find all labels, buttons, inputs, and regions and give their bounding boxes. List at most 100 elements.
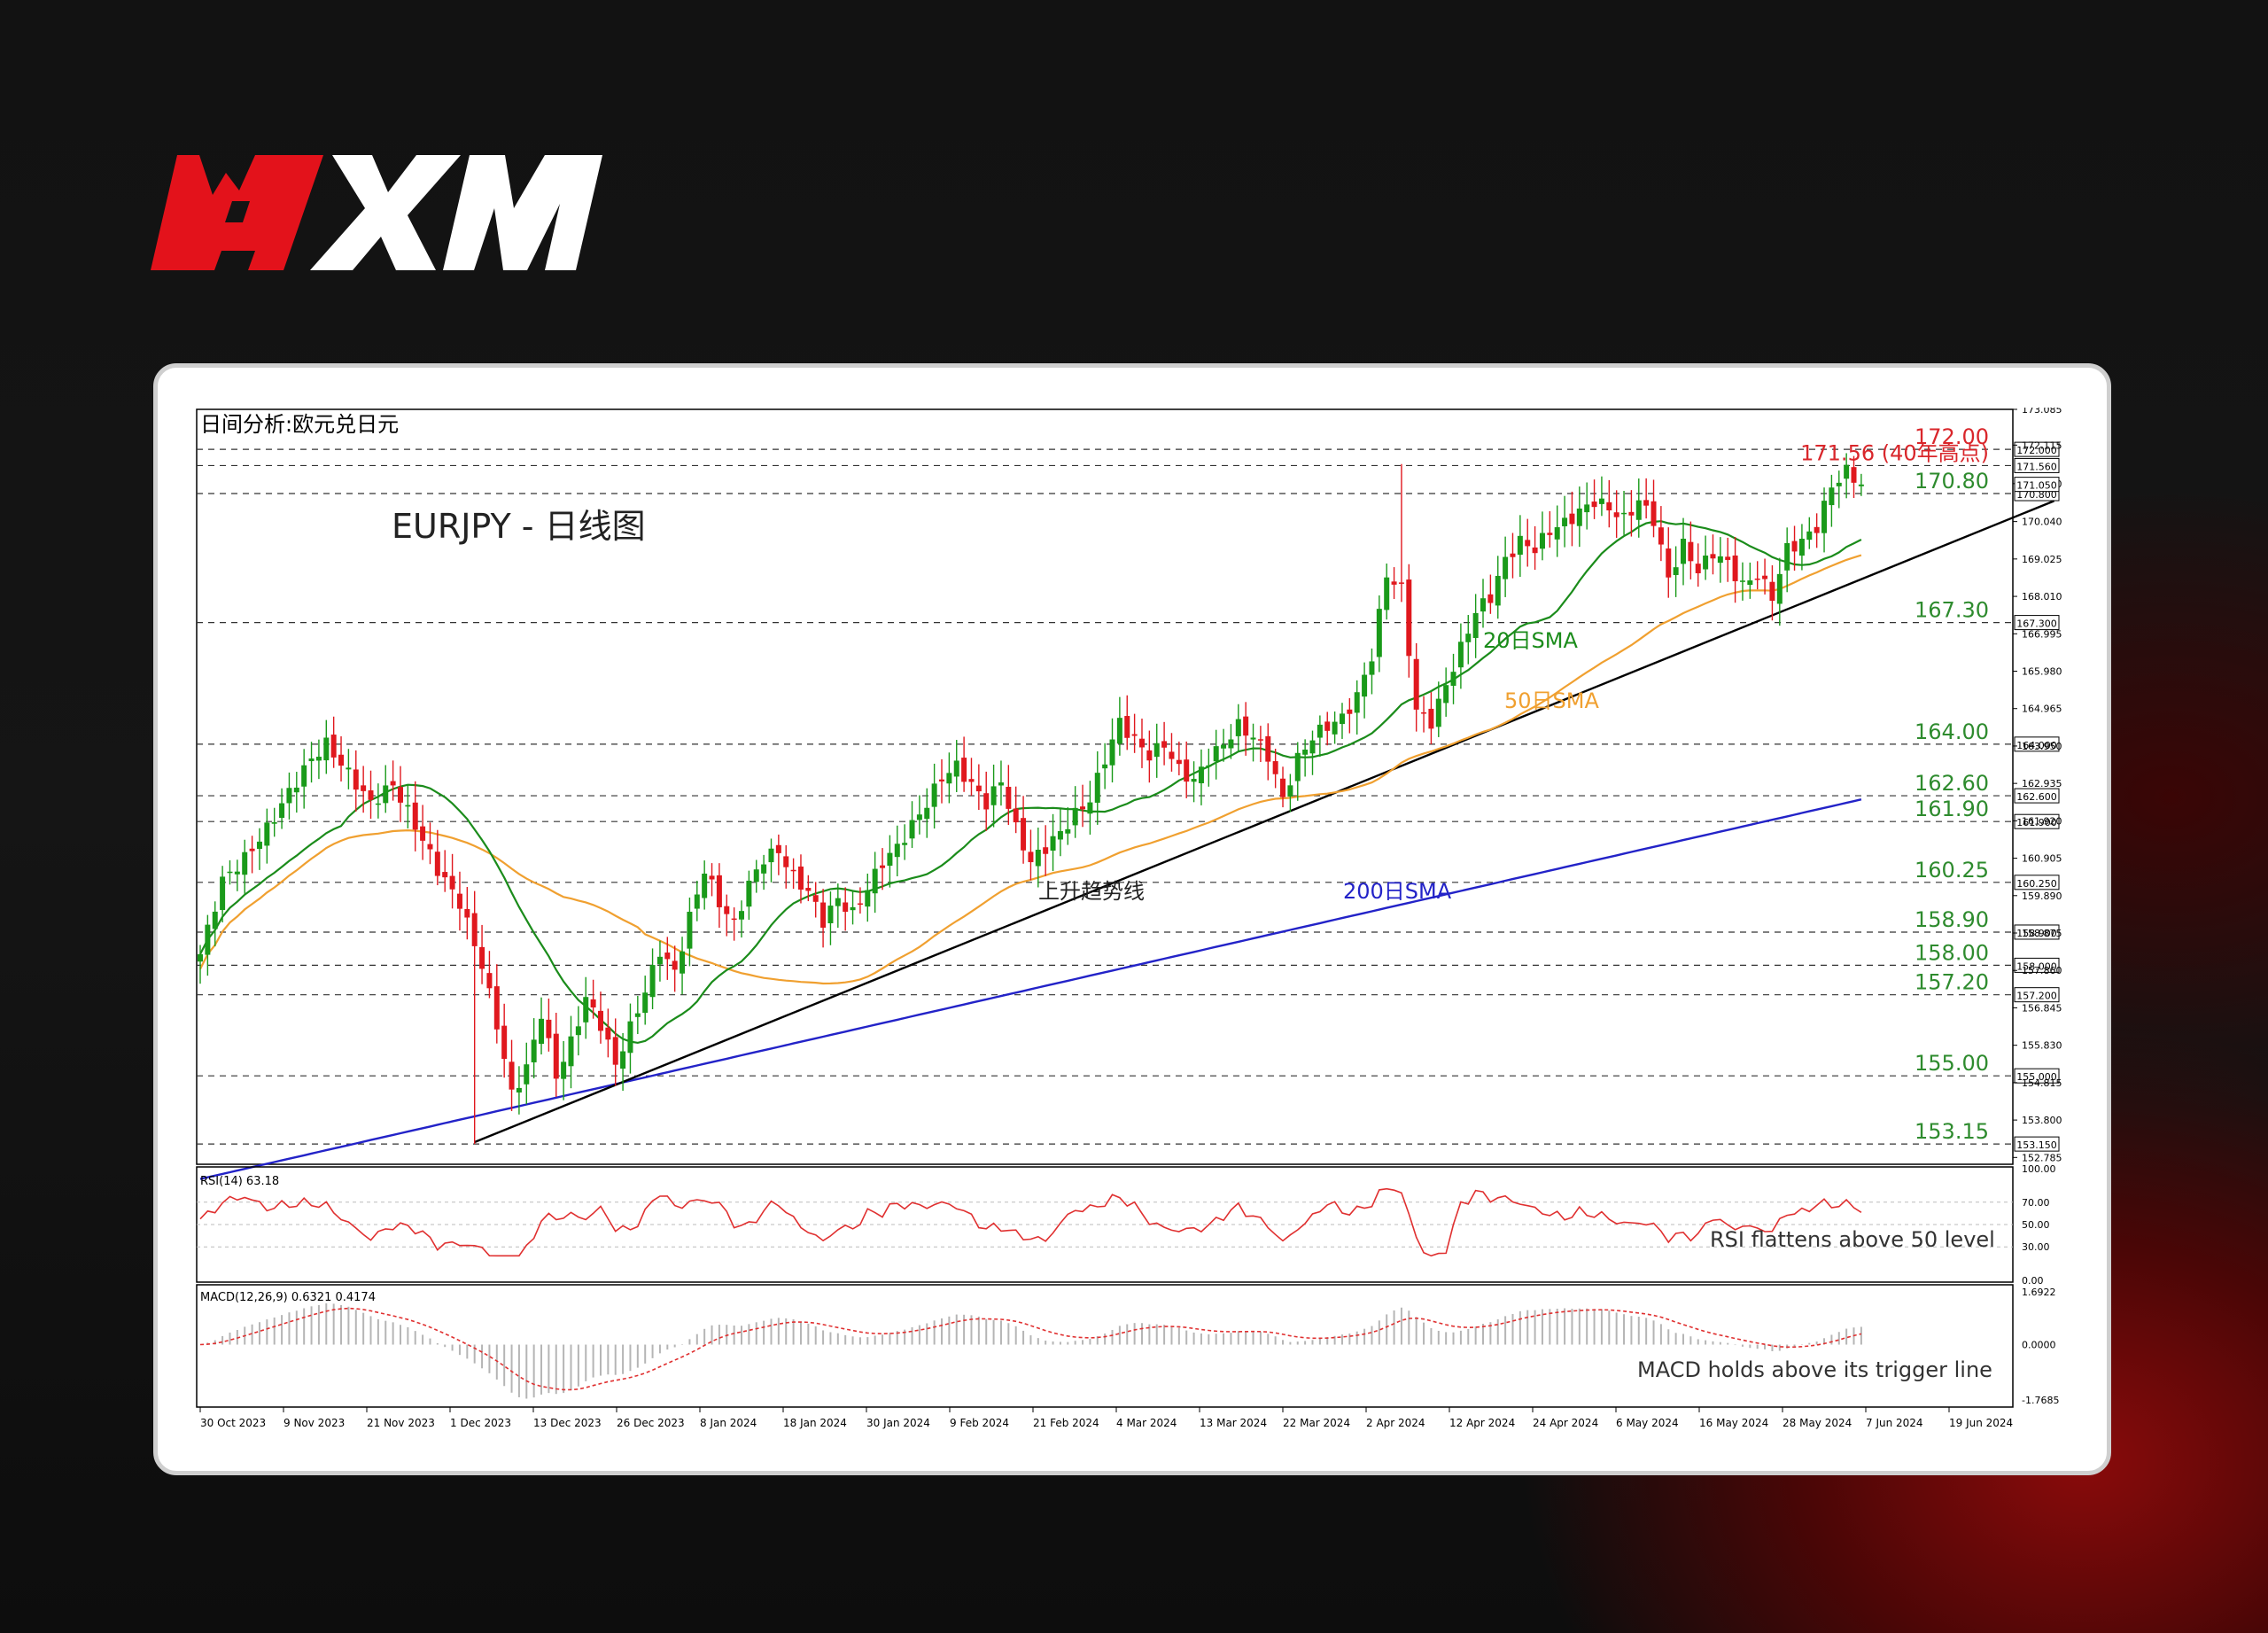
candle-body: [1287, 785, 1293, 797]
x-tick-label: 30 Oct 2023: [200, 1417, 266, 1429]
y-tick-label: 165.980: [2022, 666, 2062, 678]
candle-body: [1391, 581, 1397, 585]
candle-body: [998, 782, 1004, 786]
candle-body: [694, 894, 700, 909]
candle-body: [605, 1027, 611, 1040]
trendline-label: 上升趋势线: [1038, 879, 1145, 904]
candle-body: [1021, 818, 1027, 851]
level-label: 158.90: [1915, 907, 1989, 932]
candle-body: [1146, 750, 1153, 761]
candle-body: [1814, 526, 1820, 533]
y-tick-label: 157.860: [2022, 965, 2062, 976]
candle-body: [383, 785, 389, 804]
candle-body: [1324, 721, 1331, 731]
candle-body: [1643, 500, 1650, 506]
level-price-box: [2014, 987, 2060, 1003]
level-price-box: [2014, 441, 2060, 457]
candle-body: [1280, 778, 1286, 797]
candle-body: [634, 1013, 641, 1017]
rsi-axis-label: 70.00: [2022, 1197, 2050, 1209]
candle-body: [1651, 501, 1657, 526]
candle-body: [561, 1061, 567, 1079]
window-title: 日间分析:欧元兑日元: [200, 412, 399, 437]
candle-body: [516, 1087, 522, 1093]
candle-body: [553, 1033, 559, 1079]
level-price-box-text: 162.600: [2016, 791, 2057, 803]
candle-body: [656, 956, 663, 965]
candle-body: [449, 875, 455, 890]
candle-body: [1138, 738, 1145, 748]
candle-body: [531, 1039, 537, 1062]
candle-body: [256, 841, 262, 850]
candle-body: [434, 851, 440, 876]
candle-body: [368, 790, 374, 800]
level-price-box: [2014, 457, 2060, 473]
level-price-box-text: 167.300: [2016, 618, 2057, 630]
candle-body: [880, 865, 886, 868]
candle-body: [1791, 540, 1798, 552]
level-price-box-text: 155.000: [2016, 1071, 2057, 1083]
candle-body: [338, 754, 345, 766]
candle-body: [1858, 484, 1864, 486]
candle-body: [456, 893, 462, 909]
current-price-box: [2014, 477, 2060, 493]
candle-body: [664, 953, 671, 960]
candle-body: [1688, 541, 1694, 562]
candle-body: [486, 973, 493, 989]
candle-body: [1161, 741, 1168, 748]
rsi-label: RSI(14) 63.18: [200, 1175, 279, 1188]
candle-body: [1562, 517, 1568, 526]
level-price-box: [2014, 615, 2060, 631]
candle-body: [212, 911, 218, 929]
level-price-box: [2014, 813, 2060, 829]
level-label: 162.60: [1915, 771, 1989, 796]
candle-body: [746, 880, 752, 907]
candle-body: [1754, 578, 1760, 580]
candle-body: [1769, 581, 1775, 602]
candle-body: [1243, 716, 1249, 736]
candle-body: [1221, 744, 1227, 749]
candle-body: [1094, 773, 1100, 803]
candle-body: [865, 890, 871, 907]
candle-body: [234, 871, 240, 875]
candle-body: [827, 906, 834, 923]
x-tick-label: 1 Dec 2023: [450, 1417, 511, 1429]
candle-body: [1369, 661, 1375, 675]
candle-body: [1206, 765, 1212, 767]
level-label: 172.00: [1915, 424, 1989, 449]
candle-body: [575, 1026, 581, 1036]
candle-body: [583, 997, 589, 1023]
candle-body: [761, 864, 767, 874]
candle-body: [1354, 692, 1360, 713]
level-price-box-text: 160.250: [2016, 878, 2057, 890]
rsi-axis-label: 50.00: [2022, 1219, 2050, 1231]
level-price-box: [2014, 788, 2060, 804]
level-label: 161.90: [1915, 797, 1989, 821]
x-tick-label: 8 Jan 2024: [700, 1417, 757, 1429]
candle-body: [1547, 533, 1553, 535]
y-tick-label: 153.800: [2022, 1115, 2062, 1126]
candle-body: [975, 785, 982, 792]
candle-body: [672, 960, 678, 970]
macd-axis-label: 1.6922: [2022, 1287, 2056, 1298]
candle-body: [1510, 553, 1516, 557]
candle-body: [1762, 575, 1768, 579]
x-tick-label: 21 Nov 2023: [367, 1417, 435, 1429]
candle-body: [702, 873, 708, 898]
candle-body: [724, 906, 730, 914]
candle-body: [509, 1061, 515, 1090]
candle-body: [1443, 685, 1449, 704]
x-tick-label: 16 May 2024: [1699, 1417, 1768, 1429]
uptrend-line: [474, 500, 2054, 1144]
sma50-label: 50日SMA: [1504, 688, 1599, 713]
candle-body: [1413, 658, 1419, 710]
candle-body: [1176, 759, 1182, 765]
y-tick-label: 162.935: [2022, 778, 2062, 789]
candle-body: [1717, 556, 1723, 564]
candle-body: [1153, 743, 1160, 758]
candle-body: [1539, 533, 1545, 549]
x-tick-label: 2 Apr 2024: [1366, 1417, 1425, 1429]
candle-body: [1517, 535, 1523, 556]
candle-body: [1798, 538, 1805, 556]
macd-axis-label: 0.0000: [2022, 1340, 2056, 1351]
